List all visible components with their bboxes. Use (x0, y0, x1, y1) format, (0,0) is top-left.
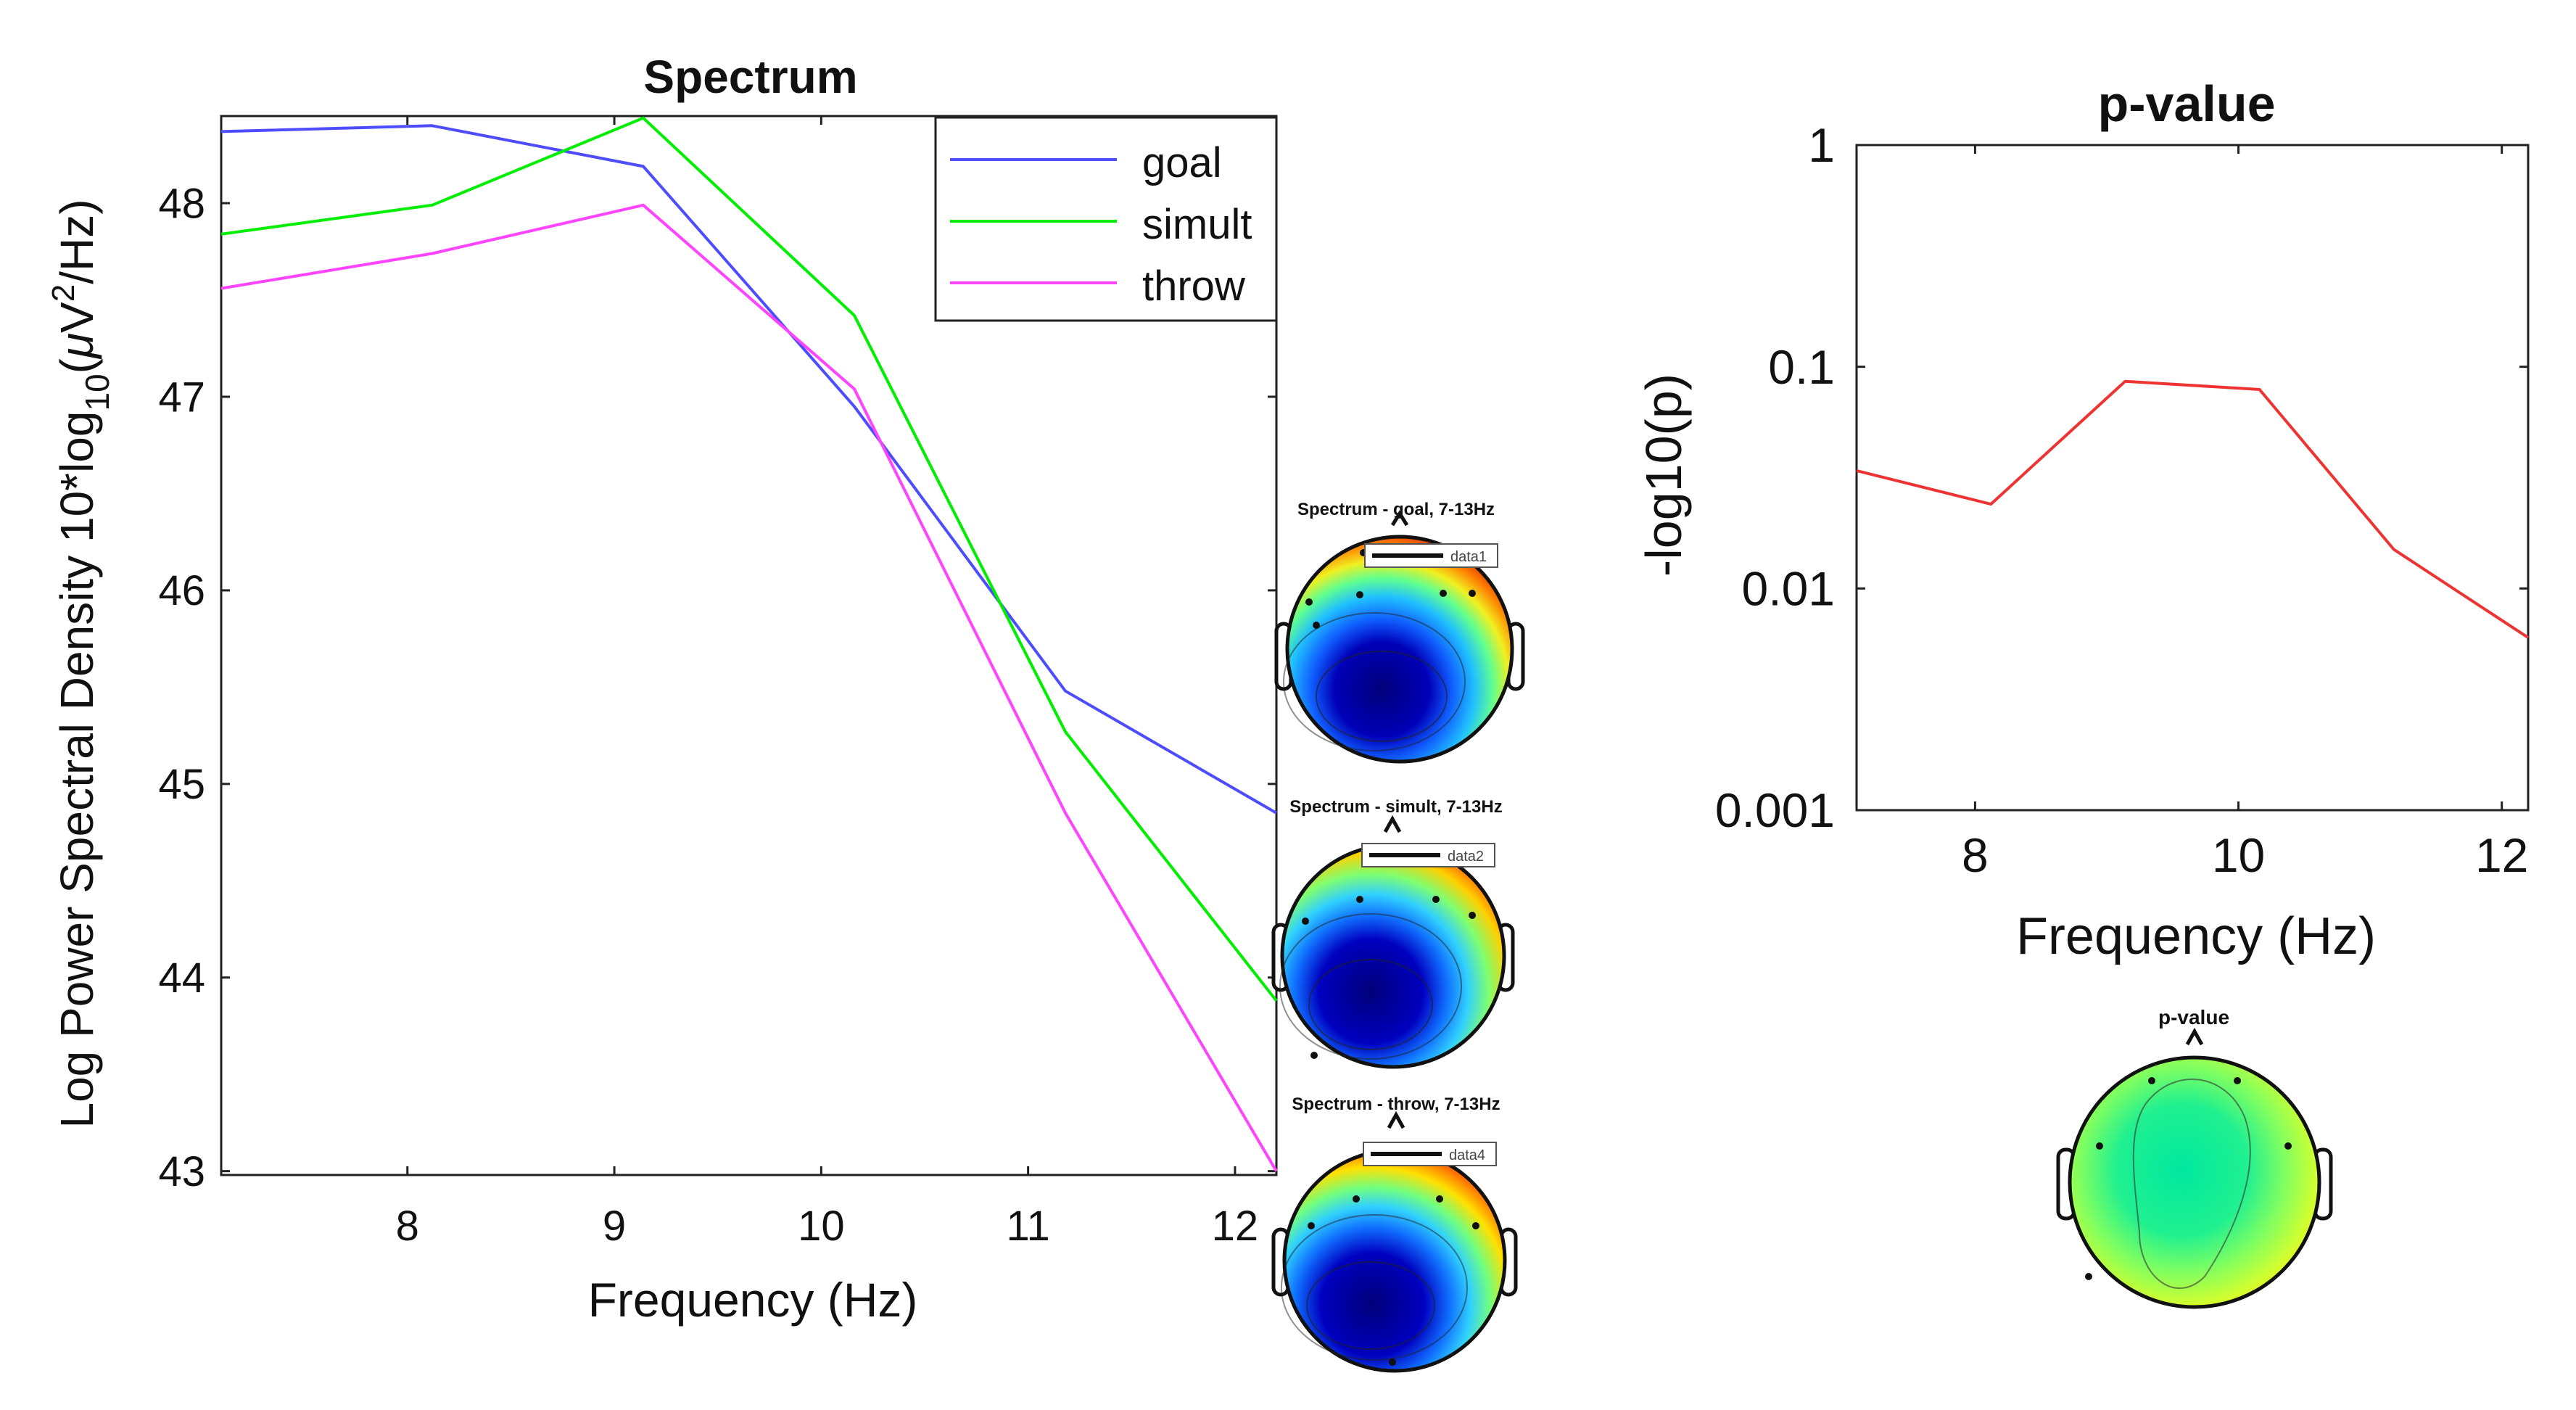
electrode-dot (1440, 590, 1447, 597)
scalp-map-simult (1280, 843, 1506, 1069)
plot-frame (1855, 144, 2530, 812)
electrode-dot (1469, 912, 1476, 919)
y-tick-label: 1 (1808, 118, 1835, 172)
electrode-dot (1356, 896, 1363, 903)
pvalue-axes: 8 10 12 0.001 0.01 0.1 1 (1715, 118, 2530, 882)
nose-icon (1383, 815, 1402, 833)
y-tick-label: 43 (158, 1148, 205, 1195)
x-tick-label: 10 (798, 1203, 845, 1250)
topoplot-simult-legend-label: data2 (1448, 849, 1484, 865)
spectrum-series-lines (220, 116, 1278, 1172)
series-line-simult (220, 116, 1278, 1002)
contour-line (1281, 1214, 1468, 1361)
electrode-dot (1356, 591, 1363, 598)
topoplot-pvalue-title: p-value (2158, 1006, 2229, 1028)
pvalue-title: p-value (2097, 75, 2275, 132)
electrode-dot (2148, 1077, 2155, 1084)
x-tick-label: 11 (1007, 1203, 1050, 1250)
electrode-dot (1310, 1052, 1318, 1059)
x-tick-label: 12 (2475, 828, 2528, 882)
x-tick-label: 12 (1212, 1203, 1259, 1250)
topoplot-goal: Spectrum - goal, 7-13Hz data1 (1274, 500, 1525, 764)
legend-label-goal: goal (1142, 139, 1222, 186)
electrode-dot (1436, 1195, 1443, 1203)
legend-box (934, 116, 1278, 322)
y-tick-label: 45 (158, 761, 205, 808)
y-tick-label: 48 (158, 180, 205, 227)
y-tick-label: 0.1 (1768, 340, 1835, 394)
electrode-dot (1469, 590, 1476, 597)
nose-icon (1387, 1110, 1405, 1129)
electrode-dot (2096, 1142, 2103, 1150)
pvalue-series-lines (1856, 379, 2530, 639)
pvalue-chart: p-value 8 10 12 0.001 0.01 0.1 1 Frequency (Hz… (1635, 75, 2530, 965)
scalp-map-throw (1282, 1148, 1507, 1373)
scalp-map-pvalue (2068, 1055, 2321, 1309)
x-tick-label: 8 (1962, 828, 1989, 882)
electrode-dot (1472, 1222, 1479, 1229)
legend-label-throw: throw (1142, 263, 1246, 310)
x-tick-label: 9 (603, 1203, 626, 1250)
topoplot-throw: Spectrum - throw, 7-13Hz data4 (1271, 1094, 1518, 1373)
contour-line (1283, 612, 1466, 751)
topoplot-goal-legend-label: data1 (1450, 549, 1487, 565)
series-line-goal (220, 124, 1278, 815)
electrode-dot (1305, 598, 1313, 606)
y-tick-label: 0.001 (1715, 783, 1835, 837)
spectrum-ylabel: Log Power Spectral Density 10*log10(μV2/… (46, 199, 116, 1128)
pvalue-ylabel: -log10(p) (1635, 374, 1692, 577)
y-tick-label: 0.01 (1742, 561, 1835, 615)
y-tick-label: 44 (158, 955, 205, 1002)
nose-icon (2185, 1027, 2204, 1046)
topoplot-throw-title: Spectrum - throw, 7-13Hz (1292, 1094, 1500, 1114)
contour-line (1316, 651, 1448, 742)
contour-line (1308, 959, 1433, 1050)
spectrum-chart: Spectrum 8 9 10 11 12 43 44 45 46 47 48 Frequency … (46, 51, 1278, 1327)
legend-label-simult: simult (1142, 201, 1252, 248)
electrode-dot (2085, 1273, 2092, 1280)
topoplot-throw-legend-label: data4 (1449, 1147, 1485, 1163)
spectrum-xlabel: Frequency (Hz) (588, 1273, 918, 1327)
spectrum-axes: 8 9 10 11 12 43 44 45 46 47 48 (158, 115, 1278, 1250)
topoplot-pvalue: p-value (2056, 1006, 2333, 1309)
nose-icon (1390, 510, 1409, 527)
x-tick-label: 10 (2212, 828, 2265, 882)
topoplot-simult-title: Spectrum - simult, 7-13Hz (1289, 797, 1502, 817)
electrode-dot (2234, 1077, 2241, 1084)
topoplot-simult: Spectrum - simult, 7-13Hz data2 (1271, 797, 1515, 1069)
series-line-throw (220, 203, 1278, 1172)
pvalue-xlabel: Frequency (Hz) (2016, 907, 2376, 965)
electrode-dot (2284, 1142, 2292, 1150)
spectrum-title: Spectrum (643, 51, 857, 103)
electrode-dot (1302, 918, 1309, 925)
spectrum-legend: goal simult throw (934, 116, 1278, 322)
x-tick-label: 8 (396, 1203, 419, 1250)
contour-line (1279, 913, 1462, 1060)
series-line-p-value (1856, 379, 2530, 639)
contour-line (1306, 1261, 1435, 1350)
electrode-dot (1313, 622, 1320, 629)
contour-line (2132, 1079, 2251, 1290)
y-tick-label: 46 (158, 567, 205, 614)
electrode-dot (1308, 1222, 1315, 1229)
electrode-dot (1389, 1359, 1396, 1366)
electrode-dot (1432, 896, 1440, 903)
scalp-map-goal (1285, 535, 1514, 764)
electrode-dot (1353, 1195, 1360, 1203)
y-tick-label: 47 (158, 374, 205, 421)
